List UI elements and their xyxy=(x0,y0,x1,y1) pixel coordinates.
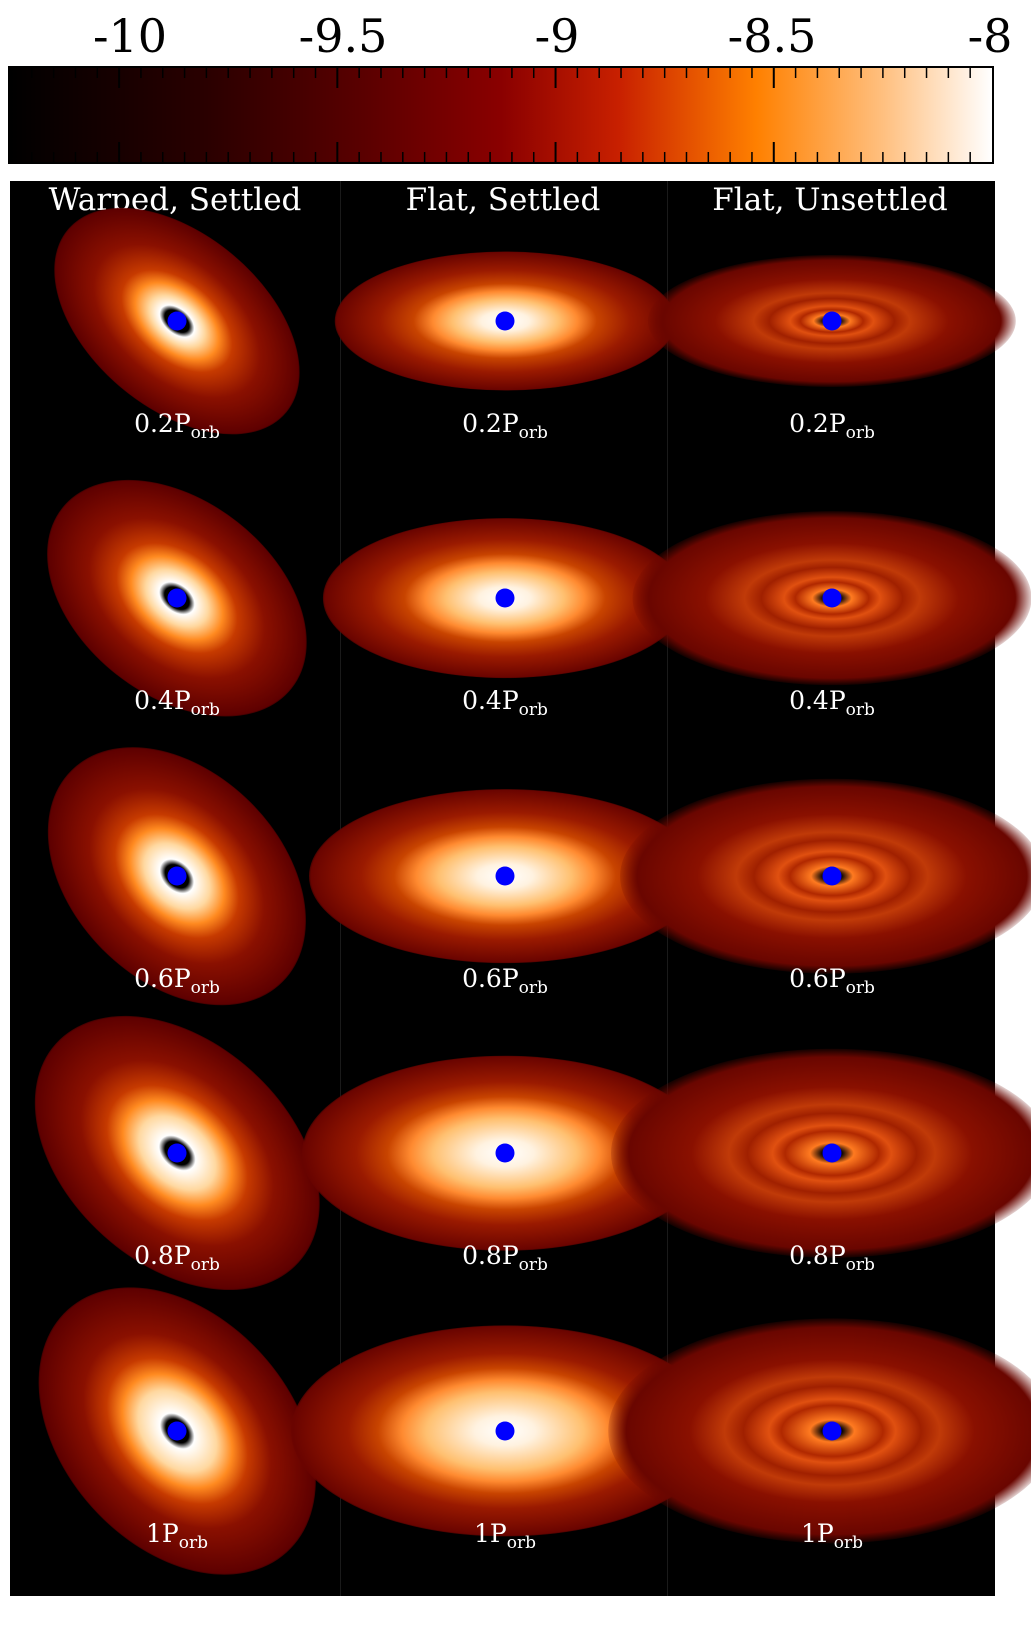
colorbar-tick-label: -8 xyxy=(967,9,1013,63)
phase-unit-subscript: orb xyxy=(190,423,220,443)
orbital-phase-label: 0.4Porb xyxy=(134,686,220,725)
column-header-flat-unsettled: Flat, Unsettled xyxy=(712,182,948,218)
disk-image xyxy=(608,1318,1031,1544)
phase-value: 0.2 xyxy=(462,409,502,438)
central-star-marker xyxy=(167,866,187,886)
phase-unit-subscript: orb xyxy=(518,1255,548,1275)
colorbar-tick-label: -10 xyxy=(92,9,168,63)
phase-value: 1 xyxy=(801,1519,817,1548)
phase-unit: P xyxy=(161,1519,179,1548)
central-star-marker xyxy=(822,866,842,886)
phase-unit-subscript: orb xyxy=(518,423,548,443)
central-star-marker xyxy=(167,588,187,608)
colorbar-tick-label: -8.5 xyxy=(727,9,817,63)
central-star-marker xyxy=(495,1143,515,1163)
orbital-phase-label: 1Porb xyxy=(146,1519,208,1558)
phase-unit-subscript: orb xyxy=(190,978,220,998)
orbital-phase-label: 0.8Porb xyxy=(134,1241,220,1280)
orbital-phase-label: 1Porb xyxy=(474,1519,536,1558)
phase-unit: P xyxy=(489,1519,507,1548)
phase-unit-subscript: orb xyxy=(845,700,875,720)
orbital-phase-label: 0.2Porb xyxy=(462,409,548,448)
phase-unit: P xyxy=(501,964,519,993)
central-star-marker xyxy=(167,1143,187,1163)
orbital-phase-label: 0.8Porb xyxy=(462,1241,548,1280)
orbital-phase-label: 0.8Porb xyxy=(789,1241,875,1280)
phase-unit: P xyxy=(828,686,846,715)
phase-value: 0.6 xyxy=(462,964,502,993)
orbital-phase-label: 0.2Porb xyxy=(134,409,220,448)
phase-value: 0.4 xyxy=(134,686,174,715)
phase-value: 0.2 xyxy=(789,409,829,438)
phase-value: 0.8 xyxy=(134,1241,174,1270)
phase-unit: P xyxy=(816,1519,834,1548)
colorbar-tick-labels: -10 -9.5 -9 -8.5 -8 xyxy=(0,0,1031,66)
central-star-marker xyxy=(822,1143,842,1163)
central-star-marker xyxy=(822,1421,842,1441)
phase-value: 0.8 xyxy=(462,1241,502,1270)
phase-unit: P xyxy=(173,686,191,715)
phase-unit-subscript: orb xyxy=(178,1533,208,1553)
central-star-marker xyxy=(822,588,842,608)
phase-unit-subscript: orb xyxy=(518,700,548,720)
phase-unit: P xyxy=(828,409,846,438)
phase-unit-subscript: orb xyxy=(845,423,875,443)
central-star-marker xyxy=(495,311,515,331)
column-header-flat-settled: Flat, Settled xyxy=(405,182,601,218)
orbital-phase-label: 0.2Porb xyxy=(789,409,875,448)
phase-unit: P xyxy=(501,686,519,715)
phase-unit: P xyxy=(173,1241,191,1270)
phase-unit-subscript: orb xyxy=(833,1533,863,1553)
phase-value: 1 xyxy=(146,1519,162,1548)
phase-value: 0.4 xyxy=(462,686,502,715)
phase-value: 1 xyxy=(474,1519,490,1548)
phase-unit: P xyxy=(501,1241,519,1270)
colorbar-tick-label: -9 xyxy=(534,9,580,63)
phase-value: 0.8 xyxy=(789,1241,829,1270)
disk-simulation-panel: Warped, Settled Flat, Settled Flat, Unse… xyxy=(0,162,1031,1629)
column-header-warped-settled: Warped, Settled xyxy=(48,182,302,218)
central-star-marker xyxy=(495,588,515,608)
phase-unit-subscript: orb xyxy=(845,1255,875,1275)
central-star-marker xyxy=(167,311,187,331)
colorbar xyxy=(8,66,994,164)
colorbar-tick-marks xyxy=(10,68,971,162)
phase-value: 0.2 xyxy=(134,409,174,438)
phase-value: 0.6 xyxy=(789,964,829,993)
phase-unit: P xyxy=(173,409,191,438)
phase-unit-subscript: orb xyxy=(506,1533,536,1553)
orbital-phase-label: 0.4Porb xyxy=(462,686,548,725)
colorbar-tick-label: -9.5 xyxy=(298,9,388,63)
phase-unit-subscript: orb xyxy=(190,1255,220,1275)
phase-unit: P xyxy=(828,964,846,993)
phase-value: 0.6 xyxy=(134,964,174,993)
orbital-phase-label: 0.6Porb xyxy=(134,964,220,1003)
central-star-marker xyxy=(822,311,842,331)
phase-unit: P xyxy=(501,409,519,438)
orbital-phase-label: 0.6Porb xyxy=(789,964,875,1003)
phase-unit-subscript: orb xyxy=(190,700,220,720)
orbital-phase-label: 0.6Porb xyxy=(462,964,548,1003)
central-star-marker xyxy=(495,866,515,886)
phase-unit-subscript: orb xyxy=(845,978,875,998)
disk-image xyxy=(610,1048,1031,1258)
phase-unit: P xyxy=(828,1241,846,1270)
orbital-phase-label: 1Porb xyxy=(801,1519,863,1558)
phase-unit-subscript: orb xyxy=(518,978,548,998)
phase-unit: P xyxy=(173,964,191,993)
phase-value: 0.4 xyxy=(789,686,829,715)
central-star-marker xyxy=(167,1421,187,1441)
central-star-marker xyxy=(495,1421,515,1441)
orbital-phase-label: 0.4Porb xyxy=(789,686,875,725)
